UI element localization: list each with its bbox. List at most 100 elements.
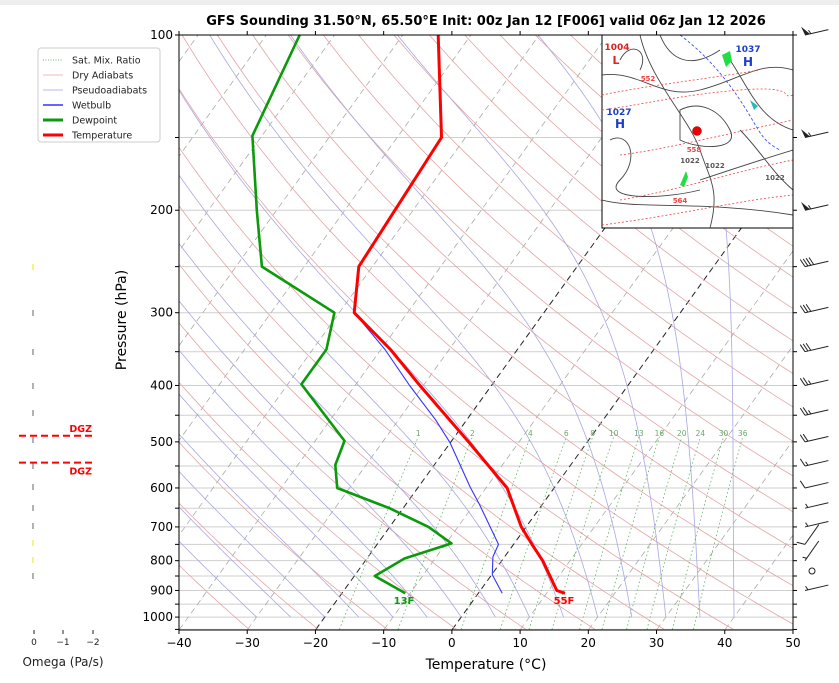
x-tick-label: 40 — [717, 636, 732, 650]
legend-label: Pseudoadiabats — [72, 86, 147, 97]
wind-barb-shaft — [804, 260, 829, 268]
dewpoint-surface-label: 13F — [394, 596, 415, 607]
x-tick-label: −40 — [166, 636, 191, 650]
mixing-ratio-label: 6 — [564, 429, 569, 438]
wind-barb-feather — [799, 407, 806, 416]
calm-wind-circle — [808, 567, 816, 575]
wind-barb-half-feather — [805, 461, 809, 466]
isotherm-line — [588, 345, 793, 630]
y-tick-label: 800 — [150, 554, 173, 568]
map-contour — [602, 199, 793, 216]
x-axis-label: Temperature (°C) — [425, 657, 547, 673]
map-contour — [659, 35, 721, 62]
dry-adiabat — [179, 322, 527, 630]
pseudoadiabat — [179, 506, 291, 618]
dgz-label: DGZ — [69, 467, 92, 478]
window-top-border — [0, 0, 839, 5]
mixing-ratio-label: 10 — [609, 429, 619, 438]
map-contour — [679, 105, 733, 148]
wind-barb-feather — [802, 343, 809, 352]
y-tick-label: 1000 — [142, 610, 173, 624]
map-label: 1004 — [604, 43, 629, 53]
wind-barb-shaft — [804, 460, 829, 467]
map-label: 552 — [641, 75, 656, 83]
x-tick-label: 20 — [581, 636, 596, 650]
mixing-ratio-line — [626, 436, 683, 630]
temperature-surface-label: 55F — [554, 596, 575, 607]
x-tick-label: 10 — [512, 636, 527, 650]
map-contour — [602, 66, 793, 93]
map-height-contour — [619, 159, 793, 201]
legend-box — [37, 47, 161, 143]
dewpoint-line — [251, 35, 453, 595]
mixing-ratio-line — [693, 436, 744, 630]
mixing-ratio-label: 20 — [677, 429, 687, 438]
y-tick-label: 500 — [150, 435, 173, 449]
mixing-ratio-line — [551, 436, 615, 630]
mixing-ratio-label: 13 — [634, 429, 644, 438]
y-tick-label: 300 — [150, 306, 173, 320]
wind-barb-feather — [805, 257, 812, 266]
wind-barb-shaft — [804, 524, 820, 545]
legend-label: Temperature — [71, 131, 132, 142]
wind-barb-feather — [802, 304, 809, 313]
wind-barb-flag — [801, 129, 810, 138]
dry-adiabat — [393, 35, 793, 375]
pseudoadiabat — [179, 349, 428, 618]
dry-adiabat — [179, 87, 793, 625]
mixing-ratio-line — [460, 436, 531, 630]
dry-adiabat — [179, 441, 388, 630]
map-contour — [739, 129, 793, 191]
pseudoadiabat — [537, 35, 701, 618]
wind-barbs — [796, 26, 829, 591]
mixing-ratio-label: 24 — [696, 429, 706, 438]
pseudoadiabat — [179, 470, 325, 618]
wind-barb-half-feather — [802, 556, 807, 559]
mixing-ratio-line — [601, 436, 660, 630]
sounding-traces — [251, 35, 566, 595]
wind-barb-shaft — [804, 584, 829, 591]
map-label: H — [743, 55, 753, 69]
dry-adiabat — [179, 502, 319, 630]
map-label: 564 — [673, 197, 688, 205]
dgz-label: DGZ — [69, 424, 92, 435]
map-label: 558 — [687, 146, 702, 154]
omega-tick-label: 0 — [31, 638, 37, 648]
mixing-ratio-label: 4 — [528, 429, 533, 438]
legend: Sat. Mix. Ratio Dry Adiabats Pseudoadiabat… — [37, 47, 161, 143]
dry-adiabat — [323, 35, 793, 442]
x-tick-label: 50 — [785, 636, 800, 650]
map-label: 1027 — [606, 108, 631, 118]
pseudoadiabat — [179, 393, 394, 618]
map-label: 1022 — [765, 174, 785, 182]
isotherm-line — [179, 35, 267, 157]
map-label: L — [612, 54, 619, 67]
pseudoadiabat — [179, 300, 462, 618]
omega-tick-label: −1 — [56, 638, 69, 648]
wind-barb-flag — [801, 26, 810, 35]
map-contour — [639, 35, 715, 228]
y-tick-label: 400 — [150, 378, 173, 392]
wind-barb-shaft — [804, 502, 829, 509]
location-marker — [692, 126, 702, 136]
wind-barb-feather — [802, 377, 809, 386]
pseudoadiabat — [179, 174, 530, 618]
pseudoadiabat — [397, 35, 667, 618]
wind-barb-half-feather — [808, 380, 812, 385]
x-tick-label: 30 — [649, 636, 664, 650]
wind-barb-feather — [799, 344, 806, 352]
wind-barb-feather — [808, 257, 815, 265]
map-label: 1037 — [735, 45, 760, 55]
y-tick-label: 600 — [150, 481, 173, 495]
wind-barb-feather — [802, 433, 809, 442]
wind-barb-shaft — [804, 306, 829, 314]
x-tick-label: −20 — [303, 636, 328, 650]
dry-adiabat — [179, 205, 665, 630]
wind-barb-half-feather — [808, 410, 812, 415]
dry-adiabat — [179, 564, 250, 630]
dry-adiabat — [179, 263, 596, 630]
wind-barb-feather — [799, 434, 806, 443]
mixing-ratio-label: 30 — [719, 429, 729, 438]
